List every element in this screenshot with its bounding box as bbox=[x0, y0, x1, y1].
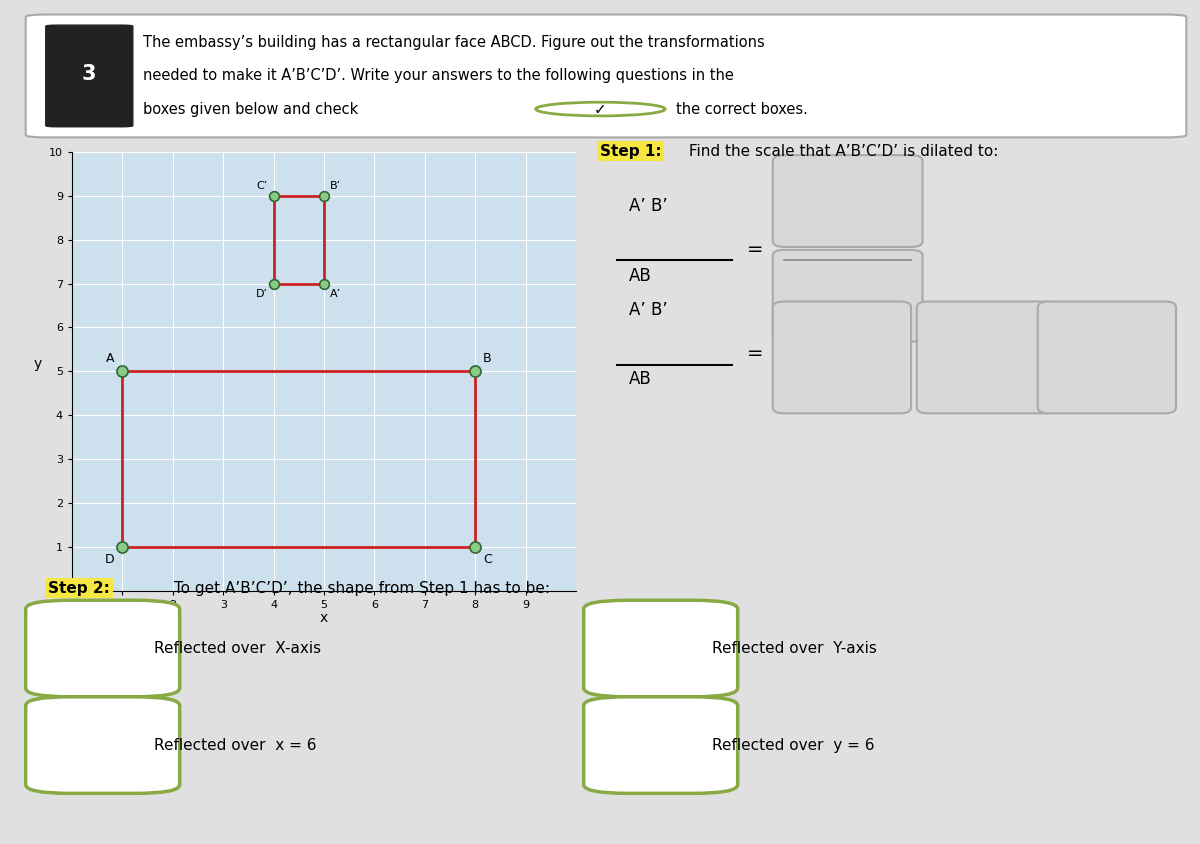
FancyBboxPatch shape bbox=[583, 600, 738, 697]
Text: Reflected over  y = 6: Reflected over y = 6 bbox=[712, 738, 875, 753]
FancyBboxPatch shape bbox=[25, 600, 180, 697]
Text: =: = bbox=[748, 344, 763, 363]
FancyBboxPatch shape bbox=[25, 14, 1187, 138]
Text: The embassy’s building has a rectangular face ABCD. Figure out the transformatio: The embassy’s building has a rectangular… bbox=[143, 35, 764, 51]
Text: B: B bbox=[482, 352, 491, 365]
FancyBboxPatch shape bbox=[46, 25, 133, 127]
Text: A: A bbox=[107, 352, 115, 365]
Text: To get A’B’C’D’, the shape from Step 1 has to be:: To get A’B’C’D’, the shape from Step 1 h… bbox=[168, 581, 550, 596]
FancyBboxPatch shape bbox=[917, 301, 1055, 414]
Circle shape bbox=[535, 102, 665, 116]
Text: Find the scale that A’B’C’D’ is dilated to:: Find the scale that A’B’C’D’ is dilated … bbox=[684, 143, 998, 159]
X-axis label: x: x bbox=[320, 611, 328, 625]
Text: A’ B’: A’ B’ bbox=[629, 300, 667, 319]
Text: A’ B’: A’ B’ bbox=[629, 197, 667, 215]
Text: needed to make it A’B’C’D’. Write your answers to the following questions in the: needed to make it A’B’C’D’. Write your a… bbox=[143, 68, 733, 84]
Text: boxes given below and check: boxes given below and check bbox=[143, 101, 358, 116]
Text: A’: A’ bbox=[330, 289, 341, 299]
FancyBboxPatch shape bbox=[1038, 301, 1176, 414]
Text: Step 1:: Step 1: bbox=[600, 143, 661, 159]
Y-axis label: y: y bbox=[34, 357, 42, 371]
Text: C’: C’ bbox=[257, 181, 268, 191]
Text: D’: D’ bbox=[256, 289, 268, 299]
Text: Step 2:: Step 2: bbox=[48, 581, 110, 596]
Text: Reflected over  x = 6: Reflected over x = 6 bbox=[154, 738, 317, 753]
Text: =: = bbox=[748, 241, 763, 259]
FancyBboxPatch shape bbox=[25, 697, 180, 793]
FancyBboxPatch shape bbox=[773, 301, 911, 414]
Text: C: C bbox=[482, 554, 492, 566]
FancyBboxPatch shape bbox=[773, 250, 923, 342]
Text: AB: AB bbox=[629, 371, 652, 388]
Text: Reflected over  Y-axis: Reflected over Y-axis bbox=[712, 641, 877, 656]
FancyBboxPatch shape bbox=[583, 697, 738, 793]
Text: D: D bbox=[106, 554, 115, 566]
Text: Reflected over  X-axis: Reflected over X-axis bbox=[154, 641, 322, 656]
Text: AB: AB bbox=[629, 267, 652, 285]
Text: the correct boxes.: the correct boxes. bbox=[677, 101, 808, 116]
Text: 3: 3 bbox=[82, 63, 96, 84]
FancyBboxPatch shape bbox=[773, 155, 923, 247]
Text: ✓: ✓ bbox=[594, 101, 607, 116]
Text: B’: B’ bbox=[330, 181, 341, 191]
